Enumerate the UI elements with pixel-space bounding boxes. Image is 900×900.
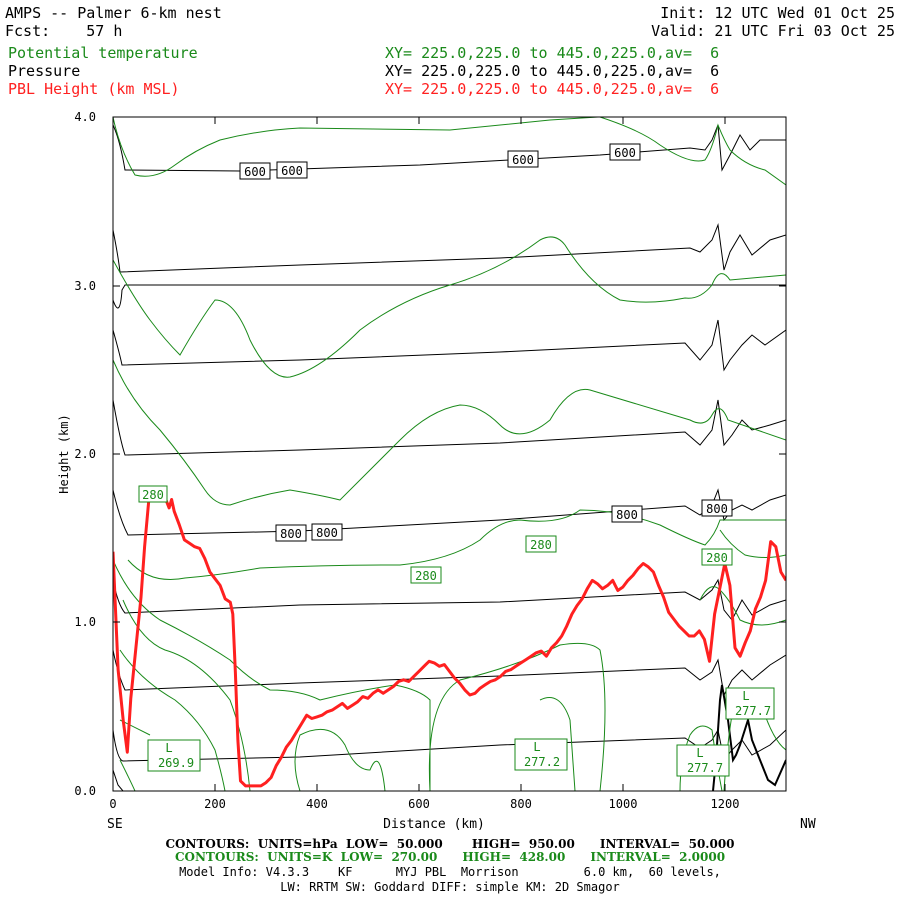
low-center-marker: L bbox=[696, 746, 703, 760]
field-xy-theta: XY= 225.0,225.0 to 445.0,225.0,av= 6 bbox=[385, 44, 720, 62]
theta-contour bbox=[122, 599, 251, 791]
x-axis-title: Distance (km) bbox=[383, 817, 485, 832]
field-name-pbl: PBL Height (km MSL) bbox=[8, 80, 180, 98]
field-name-theta: Potential temperature bbox=[8, 44, 198, 62]
y-axis-title: Height (km) bbox=[57, 414, 71, 493]
pressure-contour bbox=[113, 728, 786, 762]
theta-contour bbox=[294, 728, 386, 791]
low-center-value: 269.9 bbox=[158, 756, 194, 770]
x-tick-label: 0 bbox=[109, 797, 116, 811]
forecast-hour: Fcst: 57 h bbox=[5, 22, 123, 40]
pressure-contours bbox=[113, 124, 786, 791]
theta-labels: 280 280 280 280 bbox=[138, 485, 733, 584]
theta-contour bbox=[539, 697, 576, 791]
field-xy-pressure: XY= 225.0,225.0 to 445.0,225.0,av= 6 bbox=[385, 62, 720, 80]
footer-theta-contours: CONTOURS: UNITS=K LOW= 270.00 HIGH= 428.… bbox=[174, 850, 726, 864]
low-center-marker: L bbox=[533, 740, 540, 754]
pressure-contour-label: 600 bbox=[614, 146, 636, 160]
pressure-labels: 600 600 600 600 800 800 800 800 bbox=[239, 143, 733, 542]
x-tick-label: 600 bbox=[408, 797, 430, 811]
low-center-marker: L bbox=[165, 741, 172, 755]
theta-contour bbox=[119, 759, 136, 791]
theta-contour-label: 280 bbox=[706, 551, 728, 565]
pressure-contour-label: 800 bbox=[706, 502, 728, 516]
x-axis-left-end: SE bbox=[107, 817, 123, 832]
x-tick-label: 800 bbox=[510, 797, 532, 811]
theta-contour bbox=[119, 649, 226, 791]
footer-pressure-contours: CONTOURS: UNITS=hPa LOW= 50.000 HIGH= 95… bbox=[165, 837, 735, 851]
pressure-contour bbox=[113, 769, 124, 791]
theta-contour bbox=[127, 509, 786, 581]
pressure-contour-label: 600 bbox=[512, 153, 534, 167]
x-tick-label: 1200 bbox=[711, 797, 740, 811]
pressure-contour bbox=[113, 578, 786, 621]
footer-model-info: Model Info: V4.3.3 KF MYJ PBL Morrison 6… bbox=[179, 865, 721, 879]
low-center-value: 277.7 bbox=[735, 704, 771, 718]
low-center-value: 277.7 bbox=[687, 761, 723, 775]
pressure-contour bbox=[113, 488, 786, 536]
x-tick-label: 200 bbox=[204, 797, 226, 811]
low-centers: L 269.9 L 277.2 L 277.7 L 277.7 bbox=[147, 687, 775, 777]
theta-contour bbox=[428, 642, 606, 791]
field-name-pressure: Pressure bbox=[8, 62, 81, 80]
pressure-contour bbox=[113, 223, 786, 273]
plot-frame bbox=[112, 116, 787, 792]
init-time: Init: 12 UTC Wed 01 Oct 25 bbox=[660, 4, 895, 22]
pbl-height-line bbox=[113, 486, 786, 788]
pressure-contour bbox=[113, 399, 786, 456]
theta-contour bbox=[719, 529, 786, 558]
theta-contour bbox=[113, 117, 599, 177]
valid-time: Valid: 21 UTC Fri 03 Oct 25 bbox=[651, 22, 895, 40]
x-tick-label: 1000 bbox=[609, 797, 638, 811]
theta-contour bbox=[599, 117, 786, 186]
low-center-marker: L bbox=[742, 689, 749, 703]
pressure-contour-terrain bbox=[712, 684, 786, 791]
theta-contour-label: 280 bbox=[415, 569, 437, 583]
theta-contour bbox=[113, 236, 786, 378]
theta-contour-label: 280 bbox=[142, 488, 164, 502]
chart-title: AMPS -- Palmer 6-km nest bbox=[5, 4, 222, 22]
footer-physics-info: LW: RRTM SW: Goddard DIFF: simple KM: 2D… bbox=[280, 880, 620, 894]
pressure-contour-label: 600 bbox=[281, 164, 303, 178]
theta-contour-label: 280 bbox=[530, 538, 552, 552]
field-xy-pbl: XY= 225.0,225.0 to 445.0,225.0,av= 6 bbox=[385, 80, 720, 98]
theta-contours bbox=[113, 117, 786, 791]
y-tick-label: 1.0 bbox=[74, 615, 96, 629]
pressure-contour-label: 800 bbox=[280, 527, 302, 541]
y-tick-label: 0.0 bbox=[74, 784, 96, 798]
y-tick-label: 4.0 bbox=[74, 110, 96, 124]
theta-contour bbox=[113, 359, 786, 506]
x-tick-label: 400 bbox=[306, 797, 328, 811]
y-axis: 0.0 1.0 2.0 3.0 4.0 bbox=[74, 110, 786, 798]
x-axis: 0 200 400 600 800 1000 1200 bbox=[109, 117, 739, 811]
pressure-contour-label: 800 bbox=[616, 508, 638, 522]
pressure-contour bbox=[113, 124, 786, 172]
y-tick-label: 2.0 bbox=[74, 447, 96, 461]
x-axis-right-end: NW bbox=[800, 817, 816, 832]
pressure-contour bbox=[113, 319, 786, 372]
pressure-contour-label: 800 bbox=[316, 526, 338, 540]
pressure-contour-label: 600 bbox=[244, 165, 266, 179]
pressure-contour bbox=[113, 284, 786, 309]
low-center-value: 277.2 bbox=[524, 755, 560, 769]
y-tick-label: 3.0 bbox=[74, 279, 96, 293]
